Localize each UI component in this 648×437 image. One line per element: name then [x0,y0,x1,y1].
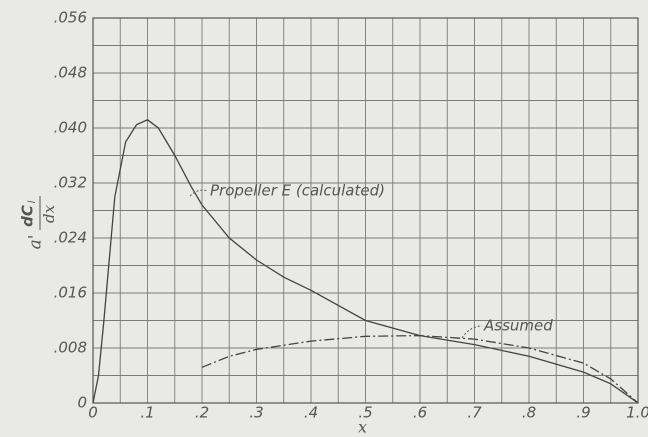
x-tick-label: .2 [195,404,209,422]
y-tick-label: .016 [54,284,87,302]
y-label-numerator: dC [19,205,37,227]
x-tick-label: .8 [522,404,536,422]
y-label-prefix: a' [26,235,46,250]
leader-line [189,189,209,197]
x-tick-label: .5 [358,404,372,422]
x-axis-label: x [358,418,367,437]
x-tick-label: .6 [413,404,427,422]
y-label-denominator: dx [40,204,58,223]
y-tick-label: .032 [54,174,87,192]
x-tick-label: .1 [140,404,154,422]
y-tick-label: 0 [77,394,87,412]
y-label-subscript: l [27,200,38,203]
annotation: Assumed [483,317,553,335]
plot-frame [92,17,639,404]
line-series [92,119,639,404]
y-tick-label: .008 [54,339,87,357]
annotation: Propeller E (calculated) [210,182,385,200]
y-tick-label: .056 [54,9,87,27]
x-tick-label: 1.0 [626,404,648,422]
y-tick-label: .048 [54,64,87,82]
y-tick-label: .040 [54,119,87,137]
x-tick-label: .4 [304,404,318,422]
x-tick-label: 0 [88,404,98,422]
x-tick-label: .9 [576,404,590,422]
y-axis-label: a' dC ldx [19,196,58,250]
x-tick-label: .3 [249,404,263,422]
x-tick-label: .7 [467,404,482,422]
y-tick-label: .024 [54,229,87,247]
leader-line [461,325,483,339]
line-series [201,334,639,404]
